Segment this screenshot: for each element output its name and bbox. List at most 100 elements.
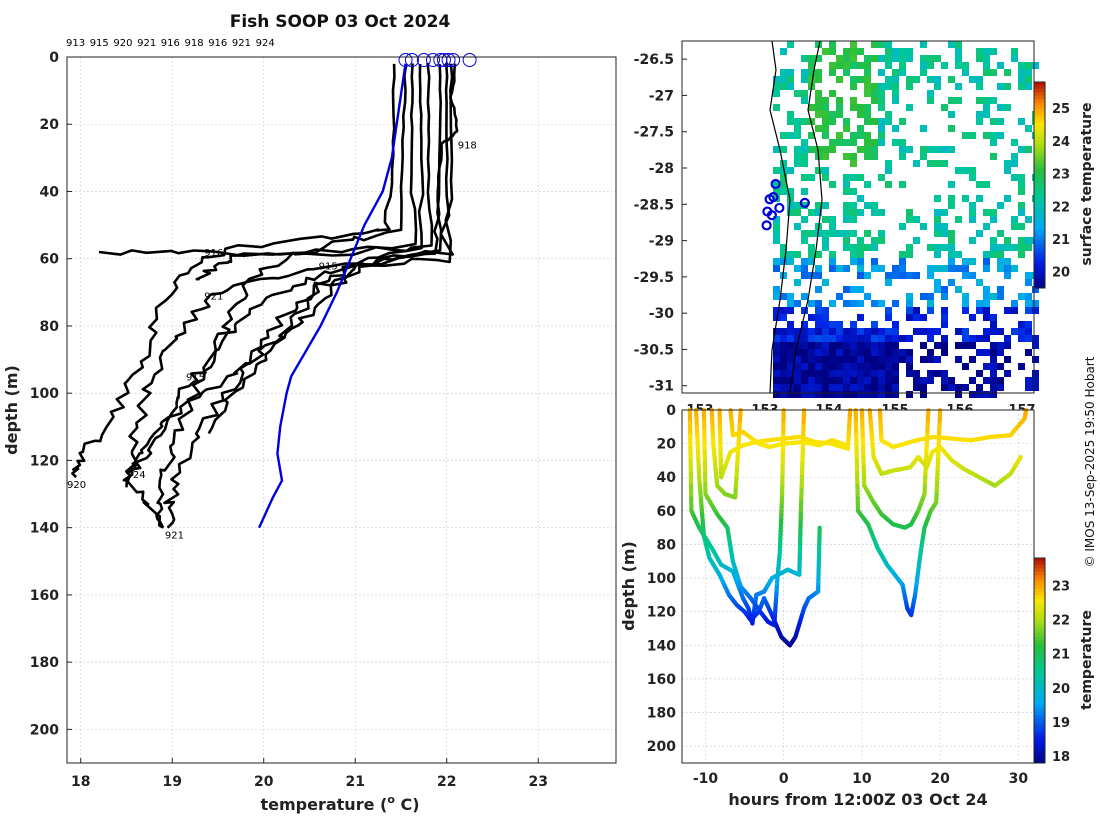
sst-cell — [969, 335, 976, 342]
sst-cell — [955, 41, 962, 48]
sst-cell — [801, 377, 808, 384]
sst-cell — [780, 391, 787, 398]
sst-cell — [836, 97, 843, 104]
sst-cell — [864, 335, 871, 342]
sst-cell — [969, 258, 976, 265]
sst-cell — [815, 321, 822, 328]
sst-cell — [906, 300, 913, 307]
sst-cell — [878, 41, 885, 48]
sst-cell — [906, 76, 913, 83]
sst-cell — [773, 237, 780, 244]
sst-cell — [990, 391, 997, 398]
sst-cell — [864, 181, 871, 188]
sst-cell — [955, 48, 962, 55]
sst-cell — [773, 76, 780, 83]
sst-cell — [801, 97, 808, 104]
sst-cell — [920, 69, 927, 76]
sst-cell — [955, 62, 962, 69]
sst-cell — [836, 328, 843, 335]
sst-cell — [1011, 244, 1018, 251]
sst-cell — [843, 342, 850, 349]
sst-cell — [990, 251, 997, 258]
sst-cell — [934, 160, 941, 167]
sst-cell — [885, 48, 892, 55]
sst-cell — [885, 62, 892, 69]
sst-cell — [843, 153, 850, 160]
sst-cell — [934, 55, 941, 62]
sst-cell — [878, 139, 885, 146]
sst-cell — [934, 244, 941, 251]
sst-cell — [836, 76, 843, 83]
sst-cell — [808, 377, 815, 384]
sst-cell — [808, 349, 815, 356]
sst-cell — [808, 230, 815, 237]
sst-cell — [962, 342, 969, 349]
sst-cell — [794, 118, 801, 125]
sst-cell — [990, 244, 997, 251]
sst-colorbar-segment — [1034, 260, 1045, 265]
sst-cell — [920, 125, 927, 132]
sst-cell — [871, 356, 878, 363]
sst-colorbar-segment — [1034, 233, 1045, 237]
sst-cell — [822, 216, 829, 223]
sst-cell — [773, 223, 780, 230]
sst-cell — [983, 132, 990, 139]
sst-cell — [822, 174, 829, 181]
sst-colorbar-segment — [1034, 226, 1045, 231]
sst-cell — [843, 125, 850, 132]
sst-cell — [773, 293, 780, 300]
section-colorbar-segment — [1034, 568, 1045, 573]
sst-cell — [822, 48, 829, 55]
sst-cell — [871, 258, 878, 265]
sst-cell — [969, 209, 976, 216]
sst-cell — [857, 265, 864, 272]
sst-cell — [920, 377, 927, 384]
sst-cell — [1004, 335, 1011, 342]
sst-cell — [878, 391, 885, 398]
sst-cell — [1032, 356, 1039, 363]
section-colorbar-segment — [1034, 759, 1045, 764]
sst-cell — [787, 293, 794, 300]
sst-cell — [934, 356, 941, 363]
sst-cell — [885, 111, 892, 118]
section-colorbar-segment — [1034, 646, 1045, 651]
sst-cell — [969, 391, 976, 398]
sst-cell — [892, 321, 899, 328]
sst-cell — [899, 272, 906, 279]
section-trace-h — [859, 407, 931, 530]
sst-cell — [948, 237, 955, 244]
sst-cell — [948, 251, 955, 258]
sst-cell — [850, 62, 857, 69]
sst-cell — [864, 55, 871, 62]
sst-cell — [829, 356, 836, 363]
sst-cell — [878, 370, 885, 377]
sst-cell — [1025, 328, 1032, 335]
section-colorbar-segment — [1034, 629, 1045, 634]
profile-plot-background — [67, 57, 616, 763]
sst-cell — [843, 335, 850, 342]
sst-cell — [1018, 335, 1025, 342]
sst-cell — [829, 41, 836, 48]
section-colorbar-tick-label: 21 — [1052, 648, 1070, 663]
section-colorbar-segment — [1034, 718, 1045, 723]
sst-cell — [857, 335, 864, 342]
sst-cell — [997, 349, 1004, 356]
sst-cell — [843, 139, 850, 146]
sst-cell — [892, 265, 899, 272]
sst-cell — [941, 223, 948, 230]
sst-cell — [857, 104, 864, 111]
section-x-ticks: -10 0 10 20 30 — [693, 771, 1029, 787]
sst-cell — [829, 384, 836, 391]
sst-cell — [1032, 384, 1039, 391]
sst-cell — [836, 356, 843, 363]
sst-cell — [843, 328, 850, 335]
sst-cell — [885, 391, 892, 398]
profile-line-916 — [195, 62, 434, 281]
sst-cell — [934, 279, 941, 286]
profile-y-ticks: 0 20 40 60 80 100 120 140 160 180 200 — [30, 50, 72, 738]
sst-cell — [976, 83, 983, 90]
sst-cell — [850, 349, 857, 356]
sst-cell — [955, 83, 962, 90]
map-lat-tick-label: -31 — [649, 379, 674, 395]
sst-cell — [850, 286, 857, 293]
